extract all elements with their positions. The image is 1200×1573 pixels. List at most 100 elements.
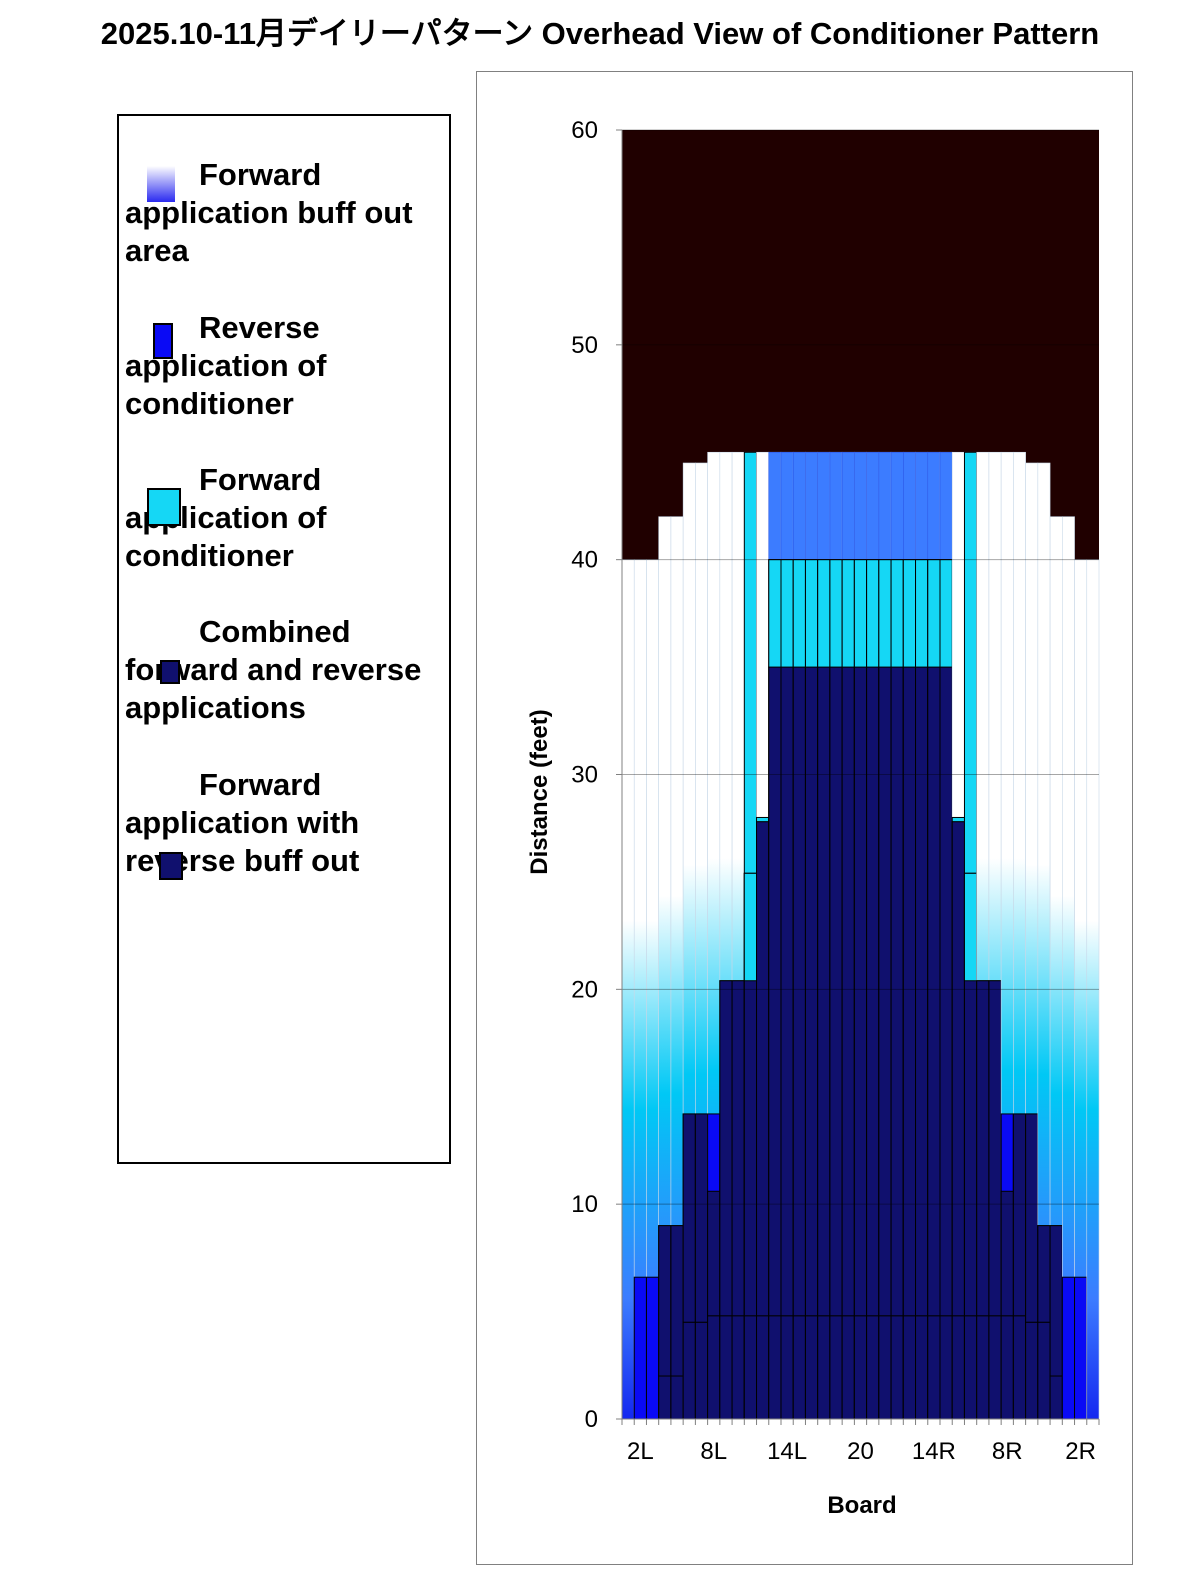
forward-application-segment — [780, 559, 794, 668]
combined-application-base-bar — [682, 1321, 696, 1420]
reverse-application-bar — [645, 1276, 660, 1420]
combined-application-bar — [768, 666, 782, 1317]
combined-application-base-bar — [963, 1315, 978, 1420]
legend-item-combined-applications: Combined forward and reverse application… — [125, 613, 445, 727]
combined-application-base-bar — [731, 1315, 745, 1420]
combined-application-base-bar — [719, 1315, 733, 1420]
chart-legend: Forward application buff out area Revers… — [117, 114, 451, 1164]
legend-label: Reverse application of conditioner — [125, 310, 327, 421]
combined-application-base-bar — [658, 1375, 672, 1420]
combined-application-bar — [878, 666, 892, 1317]
combined-application-bar — [829, 666, 843, 1317]
legend-item-forward-application: Forward application of conditioner — [125, 461, 445, 575]
lane-pattern-chart: Distance (feet) Board 0 10 20 30 40 50 60 2L 8L 1… — [526, 117, 1100, 1519]
y-tick-label: 30 — [571, 762, 598, 789]
x-tick-label: 8L — [700, 1438, 727, 1465]
combined-application-bar — [756, 821, 770, 1317]
combined-application-base-bar — [1025, 1321, 1039, 1420]
combined-application-base-bar — [780, 1315, 794, 1420]
reverse-application-bar — [1074, 1276, 1088, 1420]
combined-application-base-bar — [670, 1375, 684, 1420]
y-tick-label: 50 — [571, 332, 598, 359]
combined-application-base-bar — [988, 1315, 1002, 1420]
combined-application-bar — [866, 666, 880, 1317]
chart-area: Distance (feet) Board 0 10 20 30 40 50 60 2L 8L 1… — [476, 71, 1133, 1565]
combined-application-bar — [1025, 1113, 1039, 1323]
combined-application-bar — [1049, 1225, 1063, 1377]
forward-application-segment — [841, 559, 855, 668]
gradient-swatch-icon — [147, 166, 175, 202]
x-tick-label: 14R — [912, 1438, 956, 1465]
combined-application-base-bar — [866, 1315, 880, 1420]
legend-item-forward-reverse-buff-out: Forward application with reverse buff ou… — [125, 766, 445, 880]
combined-application-bar — [817, 666, 831, 1317]
y-tick-label: 60 — [571, 117, 598, 144]
combined-application-base-bar — [976, 1315, 990, 1420]
forward-application-segment — [853, 559, 868, 668]
combined-application-bar — [719, 980, 733, 1317]
forward-application-segment — [927, 559, 941, 668]
combined-application-bar — [915, 666, 929, 1317]
combined-application-bar — [1012, 1113, 1027, 1317]
forward-application-segment — [817, 559, 831, 668]
forward-application-segment — [792, 559, 806, 668]
combined-application-base-bar — [939, 1315, 953, 1420]
forward-application-segment — [829, 559, 843, 668]
forward-application-segment — [768, 559, 782, 668]
x-tick-label: 20 — [847, 1438, 874, 1465]
combined-application-bar — [682, 1113, 696, 1323]
forward-application-segment — [939, 559, 953, 668]
x-tick-label: 2R — [1065, 1438, 1096, 1465]
forward-application-segment — [743, 872, 758, 982]
combined-application-base-bar — [792, 1315, 806, 1420]
reverse-application-bar — [633, 1276, 647, 1420]
combined-application-base-bar — [853, 1315, 868, 1420]
y-tick-label: 0 — [585, 1406, 598, 1433]
x-tick-label: 2L — [627, 1438, 654, 1465]
y-tick-label: 10 — [571, 1191, 598, 1218]
combined-application-base-bar — [817, 1315, 831, 1420]
y-tick-label: 40 — [571, 547, 598, 574]
navy-swatch-icon — [160, 660, 180, 684]
combined-application-base-bar — [1037, 1321, 1051, 1420]
axes: 0 10 20 30 40 50 60 2L 8L 14L 20 14R 8R 2R — [571, 117, 1100, 1465]
forward-application-segment — [866, 559, 880, 668]
combined-application-bar — [951, 821, 965, 1317]
combined-application-base-bar — [707, 1315, 721, 1420]
forward-application-segment — [878, 559, 892, 668]
combined-application-bar — [927, 666, 941, 1317]
forward-application-segment — [902, 559, 917, 668]
combined-application-base-bar — [694, 1321, 709, 1420]
combined-application-bar — [804, 666, 819, 1317]
y-tick-label: 20 — [571, 976, 598, 1003]
combined-application-base-bar — [1000, 1315, 1014, 1420]
combined-application-base-bar — [841, 1315, 855, 1420]
combined-application-base-bar — [756, 1315, 770, 1420]
combined-application-bar — [658, 1225, 672, 1377]
combined-application-base-bar — [1012, 1315, 1027, 1420]
combined-application-base-bar — [915, 1315, 929, 1420]
combined-application-bar — [694, 1113, 709, 1323]
combined-application-bar — [890, 666, 904, 1317]
combined-application-base-bar — [743, 1315, 758, 1420]
combined-application-bar — [1000, 1190, 1014, 1317]
combined-application-bar — [792, 666, 806, 1317]
navy-swatch-icon — [159, 852, 183, 880]
gridlines — [622, 129, 1099, 1205]
combined-application-bar — [841, 666, 855, 1317]
x-tick-label: 8R — [992, 1438, 1023, 1465]
combined-application-base-bar — [878, 1315, 892, 1420]
page-title: 2025.10-11月デイリーパターン Overhead View of Con… — [100, 16, 1100, 51]
combined-application-bar — [1037, 1225, 1051, 1323]
combined-application-bar — [939, 666, 953, 1317]
combined-application-bar — [988, 980, 1002, 1317]
blue-swatch-icon — [153, 323, 173, 359]
combined-application-bar — [780, 666, 794, 1317]
forward-application-segment — [915, 559, 929, 668]
x-axis-label: Board — [827, 1492, 896, 1519]
combined-application-base-bar — [768, 1315, 782, 1420]
reverse-application-bar — [1061, 1276, 1076, 1420]
combined-application-base-bar — [1049, 1375, 1063, 1420]
legend-item-forward-buff-out: Forward application buff out area — [125, 156, 445, 270]
cyan-swatch-icon — [147, 488, 181, 526]
